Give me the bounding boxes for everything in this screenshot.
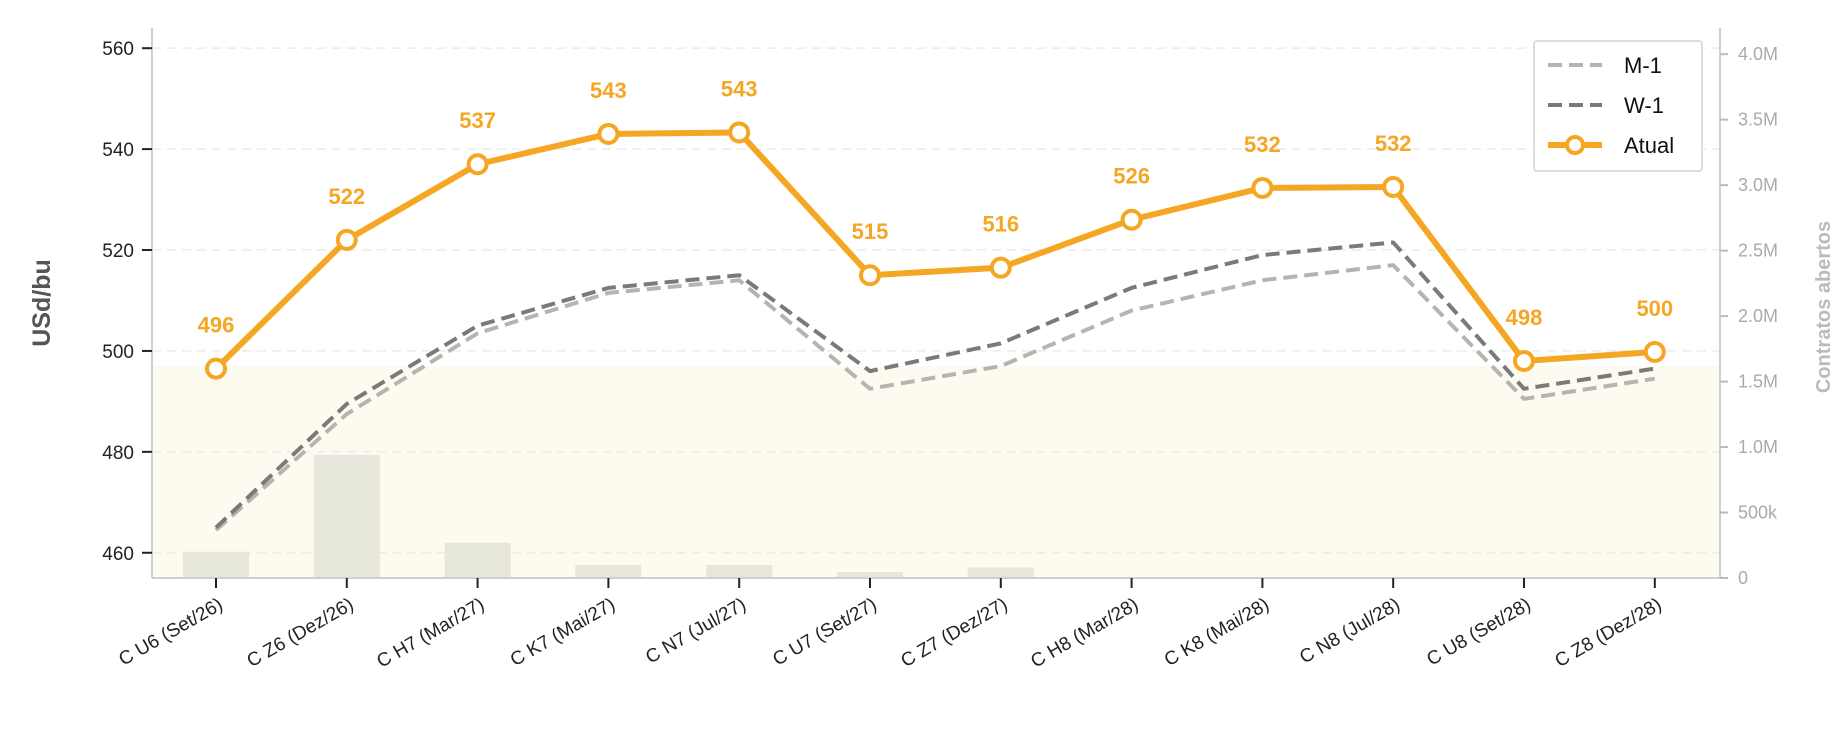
x-tick-label: C U6 (Set/26) [115,594,226,670]
legend-label: Atual [1624,133,1674,158]
data-point [859,264,881,287]
open-interest-bar [706,564,773,578]
open-interest-bar [967,567,1034,578]
data-label: 522 [328,184,365,209]
y-tick-label: 500 [102,342,134,363]
data-label: 500 [1636,296,1673,321]
y-tick-label: 540 [102,140,134,161]
data-point [1382,175,1405,198]
x-tick-label: C Z6 (Dez/26) [243,594,357,672]
x-tick-label: C H7 (Mar/27) [373,594,488,672]
series-line-m-1 [214,263,1656,532]
data-label: 532 [1244,132,1281,157]
data-point [1120,208,1143,231]
data-label: 515 [852,219,889,244]
x-tick-label: C U8 (Set/28) [1423,594,1534,670]
y2-tick-label: 1.0M [1738,437,1778,457]
data-label: 543 [721,76,758,101]
y2-tick-label: 3.5M [1738,110,1778,130]
data-point [205,357,227,380]
data-point [1251,176,1274,199]
y2-tick-label: 500k [1738,503,1778,523]
y2-tick-label: 4.0M [1738,44,1778,64]
data-label: 516 [982,212,1019,237]
y-tick-label: 520 [102,241,134,262]
legend: M-1 W-1 Atual [1533,40,1703,172]
x-tick-label: C N8 (Jul/28) [1296,594,1403,668]
x-tick-label: C U7 (Set/27) [769,594,880,670]
x-tick-label: C H8 (Mar/28) [1027,594,1142,672]
y-tick-label: 460 [102,544,134,565]
y2-tick-label: 2.0M [1738,306,1778,326]
y-axis-title: USd/bu [28,259,56,347]
series-line-w-1 [214,240,1656,529]
x-tick-label: C Z8 (Dez/28) [1551,594,1665,672]
open-interest-bar [183,551,249,578]
data-label: 532 [1375,131,1412,156]
open-interest-bar [444,542,511,578]
open-interest-bar [313,454,380,578]
series-line-atual [213,129,1656,371]
data-label: 496 [198,313,235,338]
x-tick-label: C K7 (Mai/27) [507,594,619,671]
data-label: 543 [590,78,627,103]
data-label: 537 [459,108,496,133]
open-interest-bar [575,564,642,578]
data-point [335,228,358,251]
data-point [466,153,489,176]
data-point [728,121,751,144]
x-tick-label: C K8 (Mai/28) [1161,594,1273,671]
legend-label: W-1 [1624,93,1664,118]
shaded-band [152,366,1720,578]
y2-tick-label: 2.5M [1738,241,1778,261]
y2-tick-label: 1.5M [1738,372,1778,392]
x-tick-label: C N7 (Jul/27) [642,594,749,668]
y-tick-label: 480 [102,443,134,464]
data-label: 526 [1113,164,1150,189]
data-label: 498 [1506,305,1543,330]
legend-marker [1565,135,1585,155]
legend-label: M-1 [1624,53,1662,78]
y-tick-label: 560 [102,39,134,60]
data-point [1513,350,1535,373]
open-interest-bar [837,572,903,578]
data-point [1643,340,1666,363]
data-point [989,256,1012,279]
y2-axis-title: Contratos abertos [1813,221,1835,393]
data-point [597,122,620,145]
y2-tick-label: 3.0M [1738,175,1778,195]
y2-tick-label: 0 [1738,568,1748,588]
x-tick-label: C Z7 (Dez/27) [897,594,1011,672]
